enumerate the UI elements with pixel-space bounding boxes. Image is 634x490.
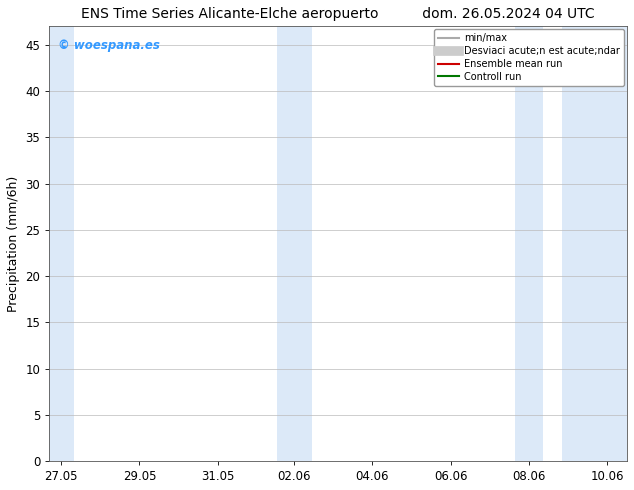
Text: © woespana.es: © woespana.es xyxy=(58,39,160,52)
Bar xyxy=(49,26,74,461)
Legend: min/max, Desviaci acute;n est acute;ndar, Ensemble mean run, Controll run: min/max, Desviaci acute;n est acute;ndar… xyxy=(434,29,624,86)
Bar xyxy=(562,26,627,461)
Bar xyxy=(515,26,543,461)
Bar xyxy=(276,26,312,461)
Title: ENS Time Series Alicante-Elche aeropuerto          dom. 26.05.2024 04 UTC: ENS Time Series Alicante-Elche aeropuert… xyxy=(81,7,595,21)
Y-axis label: Precipitation (mm/6h): Precipitation (mm/6h) xyxy=(7,175,20,312)
